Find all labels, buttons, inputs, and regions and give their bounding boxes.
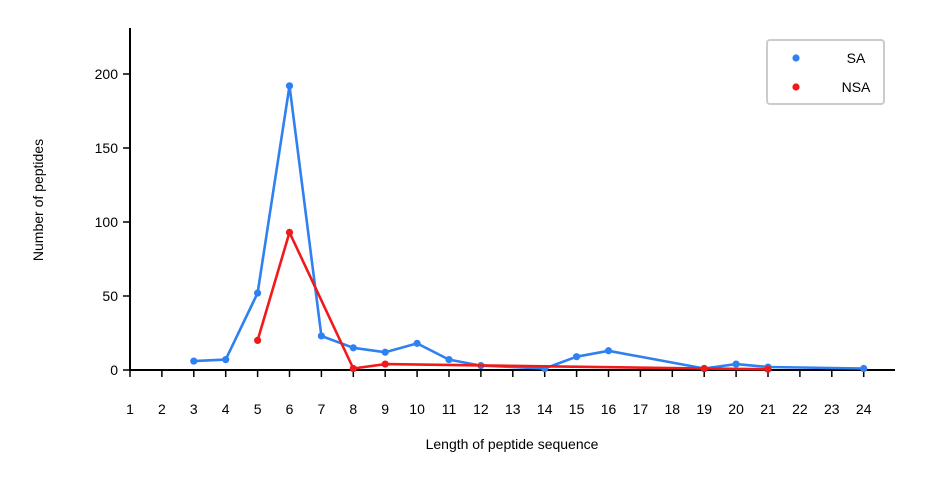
x-tick-label: 3	[190, 401, 198, 417]
data-point-nsa	[381, 360, 389, 368]
x-tick-label: 15	[569, 401, 585, 417]
data-point-sa	[190, 357, 198, 365]
legend: SA NSA	[766, 39, 885, 105]
x-tick-label: 17	[633, 401, 649, 417]
data-point-sa	[604, 347, 613, 355]
data-point-sa	[860, 364, 868, 373]
data-point-sa	[317, 332, 325, 340]
axes: 1 2 3 4 5 6 7 8 9 10 11 12 13 14 15 16 17 18 19 20 21 22 23 240…	[95, 28, 895, 417]
x-tick-label: 10	[409, 401, 425, 417]
data-point-sa	[381, 348, 389, 356]
x-tick-label: 1	[126, 401, 134, 417]
data-point-sa	[254, 289, 262, 297]
x-tick-label: 9	[381, 401, 389, 417]
x-tick-label: 11	[442, 401, 457, 417]
x-tick-label: 13	[505, 401, 521, 417]
legend-marker-sa	[792, 54, 800, 62]
y-tick-label: 150	[95, 140, 119, 156]
y-tick-label: 200	[95, 66, 119, 82]
data-point-sa	[445, 356, 453, 364]
x-tick-label: 5	[254, 401, 262, 417]
x-tick-label: 2	[158, 401, 166, 417]
x-axis-label: Length of peptide sequence	[426, 436, 599, 452]
legend-label-nsa: NSA	[842, 79, 871, 95]
data-point-sa	[349, 344, 357, 352]
x-tick-label: 4	[222, 401, 230, 417]
series-line-nsa	[256, 231, 769, 371]
x-tick-label: 14	[537, 401, 553, 417]
legend-marker-nsa	[792, 83, 800, 91]
y-tick-label: 0	[110, 362, 118, 378]
x-tick-label: 18	[665, 401, 681, 417]
x-tick-label: 23	[824, 401, 840, 417]
data-point-nsa	[764, 365, 772, 373]
y-axis-label: Number of peptides	[30, 139, 46, 261]
x-tick-label: 19	[696, 401, 712, 417]
x-tick-label: 7	[318, 401, 326, 417]
y-tick-label: 100	[95, 214, 119, 230]
legend-label-sa: SA	[847, 50, 866, 66]
y-tick-label: 50	[102, 288, 118, 304]
data-point-sa	[413, 339, 421, 347]
data-point-nsa	[254, 336, 262, 344]
x-tick-label: 12	[473, 401, 489, 417]
series-line-sa	[193, 84, 864, 370]
data-point-sa	[285, 82, 294, 90]
x-tick-label: 6	[286, 401, 294, 417]
data-point-nsa	[285, 228, 294, 236]
data-point-sa	[222, 356, 230, 364]
x-tick-label: 21	[760, 401, 776, 417]
data-point-sa	[573, 353, 581, 361]
x-tick-label: 16	[601, 401, 617, 417]
data-point-sa	[732, 360, 740, 368]
x-tick-label: 22	[792, 401, 808, 417]
x-tick-label: 20	[728, 401, 744, 417]
x-tick-label: 24	[856, 401, 872, 417]
data-point-nsa	[349, 364, 357, 373]
x-tick-label: 8	[349, 401, 357, 417]
series-layer	[190, 82, 868, 373]
data-point-nsa	[700, 364, 708, 373]
